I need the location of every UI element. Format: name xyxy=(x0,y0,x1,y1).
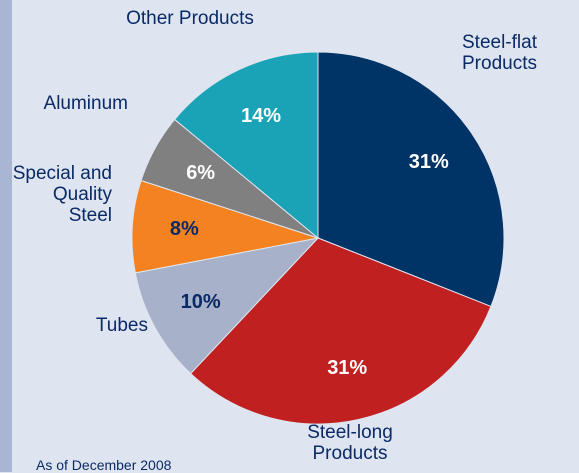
value-label: 8% xyxy=(170,218,199,240)
category-label: Special and Quality Steel xyxy=(12,163,112,226)
category-label: Other Products xyxy=(126,8,254,29)
value-label: 31% xyxy=(409,151,449,173)
value-label: 14% xyxy=(241,105,281,127)
category-label: Steel-flat Products xyxy=(462,32,537,74)
value-label: 10% xyxy=(181,291,221,313)
annotation: As of December 2008 xyxy=(36,457,172,473)
value-label: 31% xyxy=(327,357,367,379)
value-label: 6% xyxy=(186,162,215,184)
pie-slice xyxy=(189,237,492,425)
pie-slice xyxy=(173,51,319,240)
pie-slice xyxy=(131,179,319,274)
pie-slice xyxy=(134,237,320,375)
category-label: Tubes xyxy=(95,315,148,336)
pie-slice xyxy=(317,51,505,308)
category-label: Aluminum xyxy=(43,93,128,114)
side-strip xyxy=(0,0,12,472)
category-label: Steel-long Products xyxy=(307,422,393,464)
